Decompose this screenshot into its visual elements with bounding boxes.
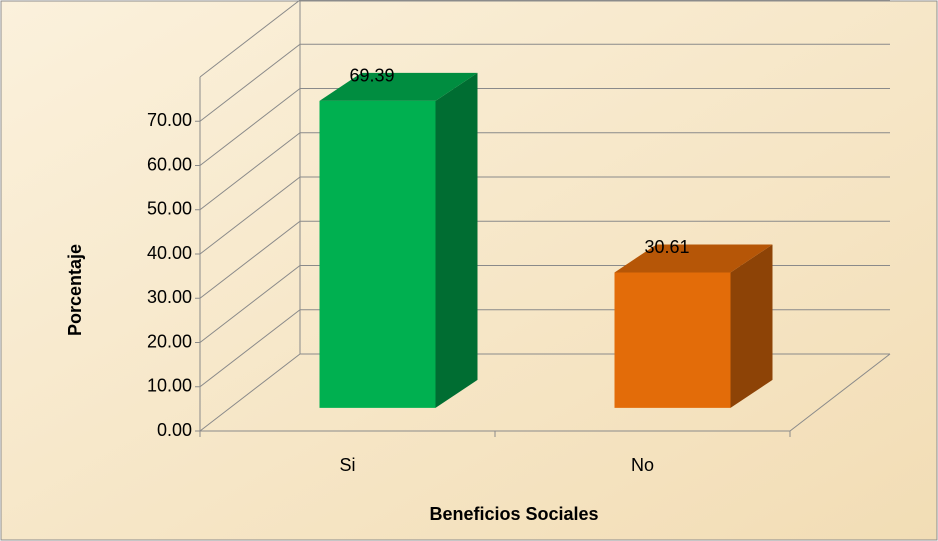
y-tick-label: 30.00 bbox=[147, 287, 192, 307]
y-tick-label: 70.00 bbox=[147, 110, 192, 130]
grid-line bbox=[199, 176, 890, 255]
y-axis-title: Porcentaje bbox=[65, 244, 85, 336]
y-tick-label: 10.00 bbox=[147, 376, 192, 396]
grid-line bbox=[199, 43, 890, 122]
bar bbox=[319, 72, 478, 408]
y-tick-label: 20.00 bbox=[147, 331, 192, 351]
data-label: 30.61 bbox=[645, 237, 690, 257]
bar-top bbox=[614, 244, 773, 273]
y-tick-label: 50.00 bbox=[147, 199, 192, 219]
bar-side bbox=[435, 72, 478, 408]
bar-front bbox=[614, 272, 731, 408]
grid-line bbox=[199, 88, 890, 166]
x-tick-label: No bbox=[631, 455, 654, 475]
bar-front bbox=[319, 100, 436, 408]
wall-top bbox=[199, 0, 890, 78]
y-tick-label: 60.00 bbox=[147, 154, 192, 174]
x-tick-label: Si bbox=[339, 455, 355, 475]
grid-line bbox=[199, 132, 890, 211]
bar bbox=[614, 244, 773, 408]
data-label: 69.39 bbox=[350, 66, 395, 86]
floor-edge bbox=[789, 353, 891, 432]
bar-side bbox=[730, 244, 773, 408]
y-tick-label: 0.00 bbox=[157, 420, 192, 440]
y-tick-label: 40.00 bbox=[147, 243, 192, 263]
bar-top bbox=[319, 72, 478, 101]
grid-line bbox=[199, 220, 890, 299]
x-axis-title: Beneficios Sociales bbox=[429, 504, 598, 524]
